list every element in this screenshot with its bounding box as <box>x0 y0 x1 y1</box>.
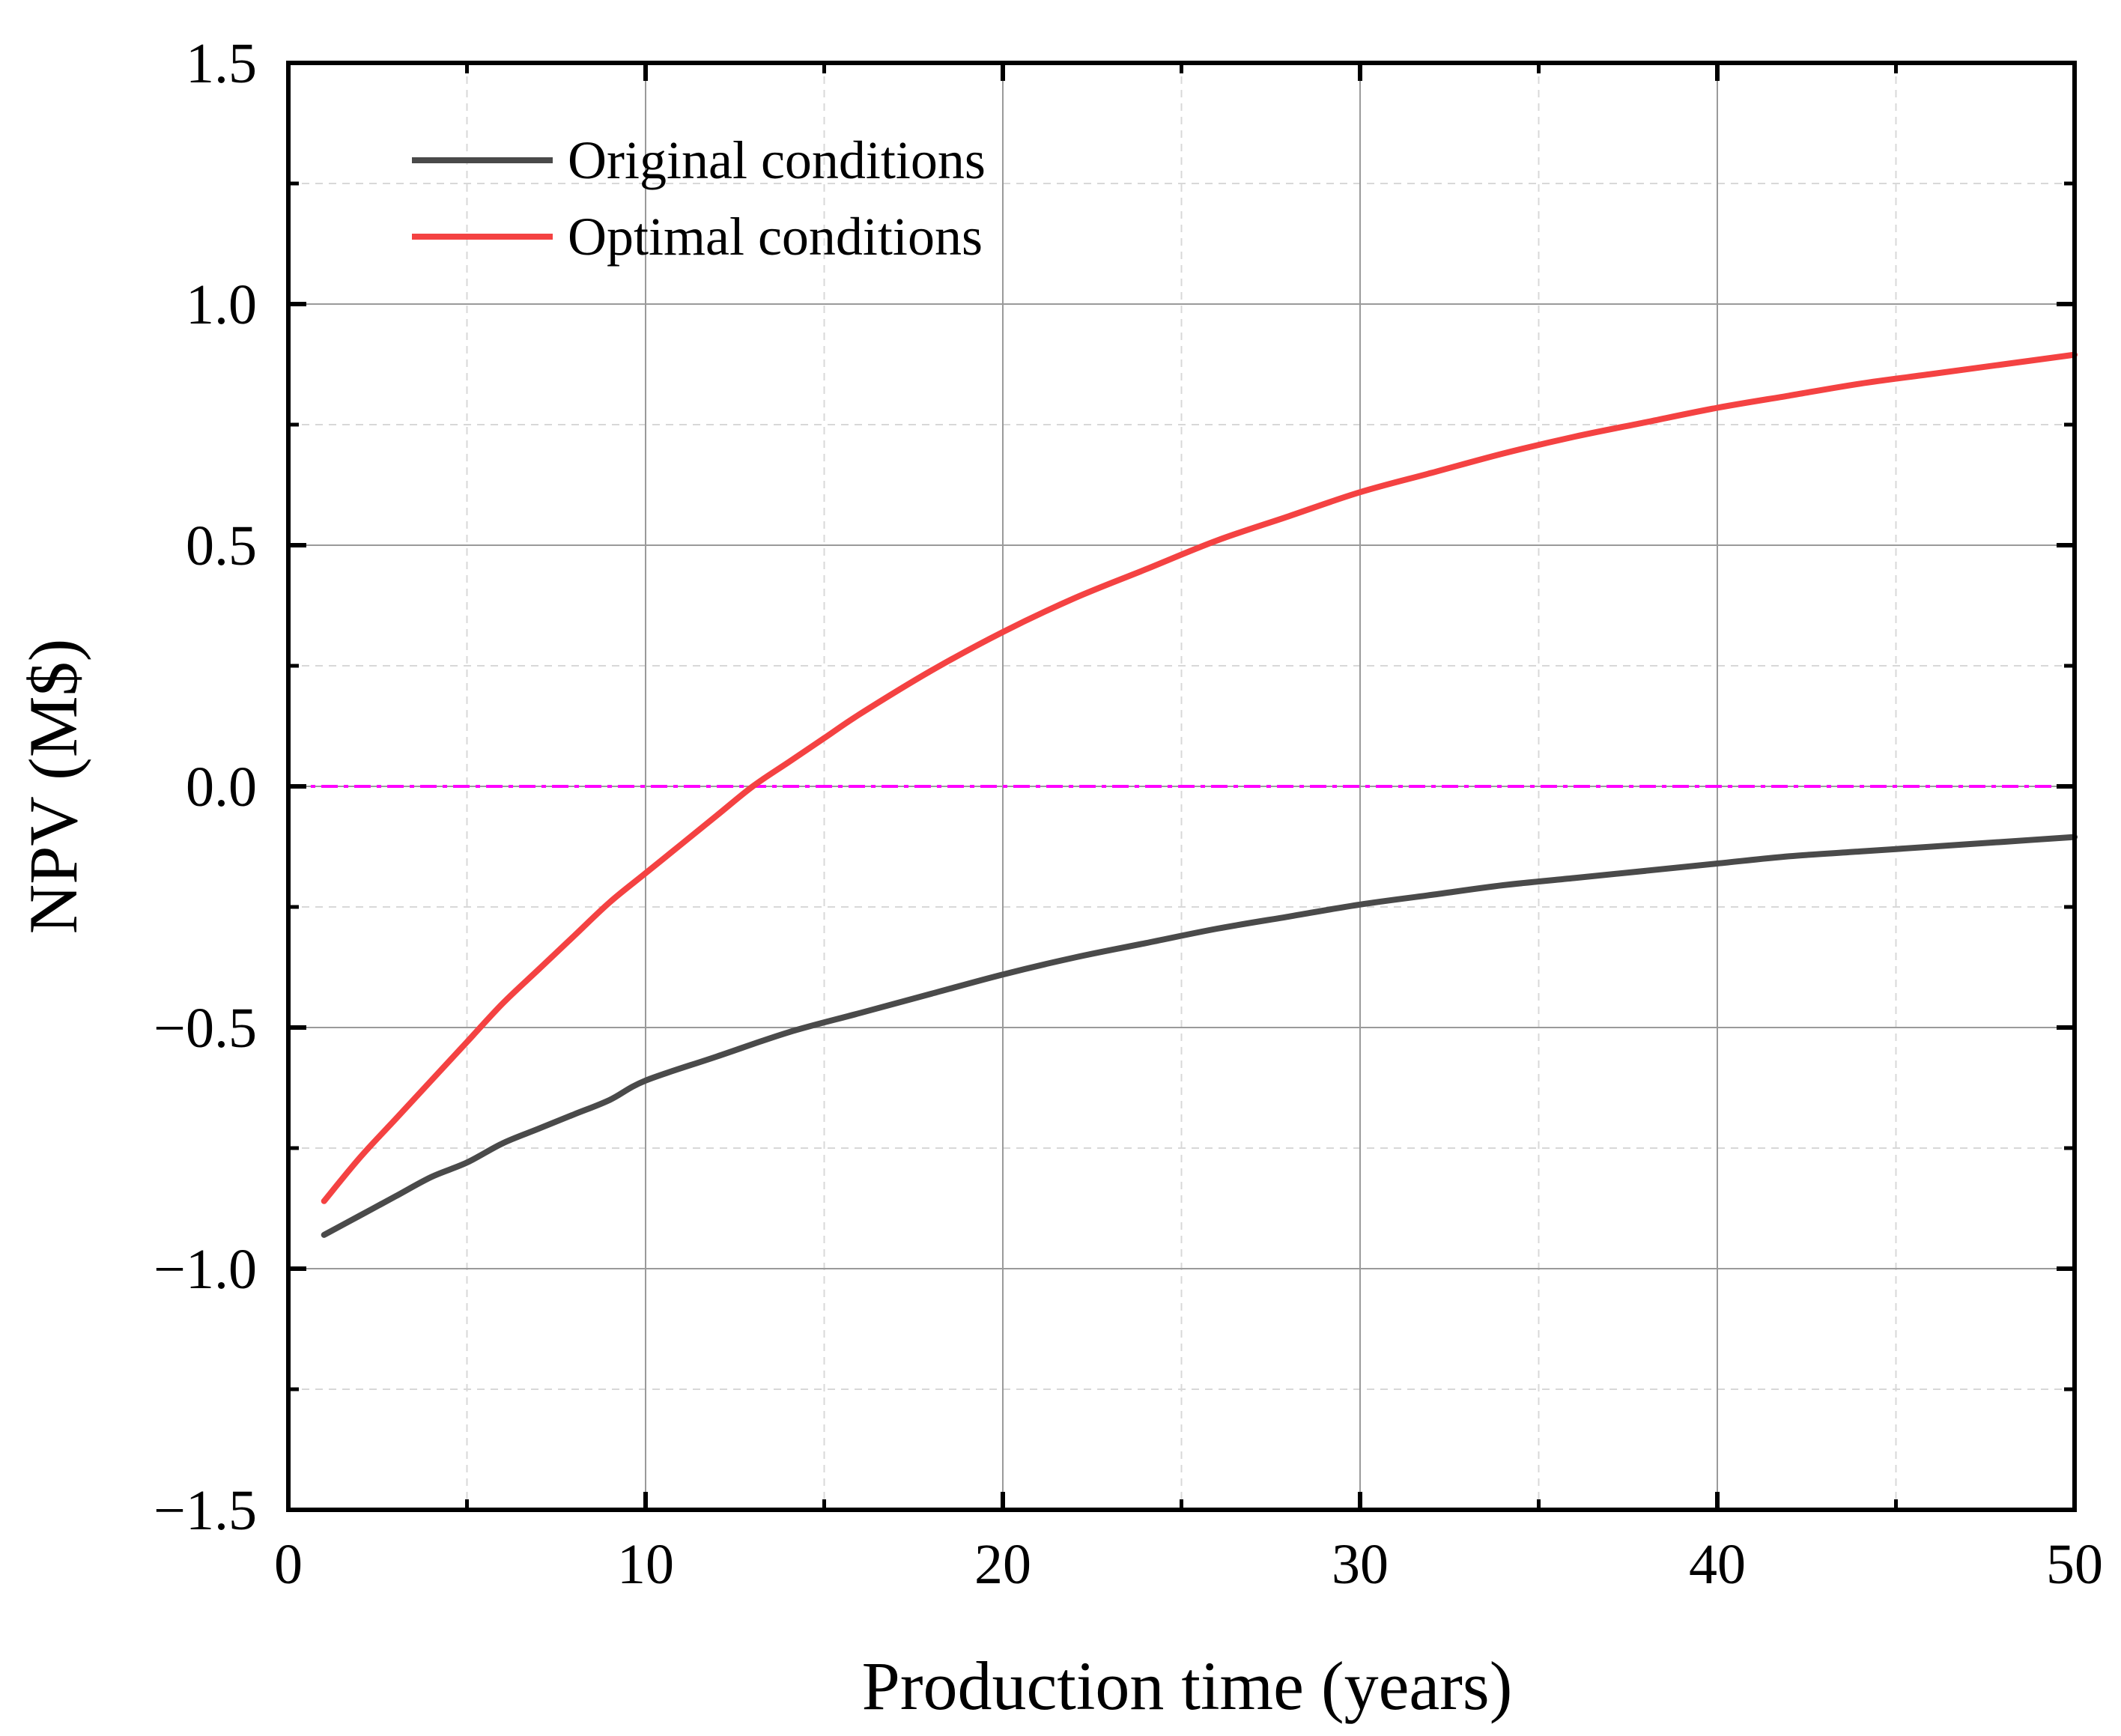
series-line-optimal-conditions <box>321 351 2078 1204</box>
x-tick-label: 50 <box>2046 1533 2103 1596</box>
y-tick-label: 0.0 <box>186 756 257 819</box>
x-tick-label: 0 <box>274 1533 303 1596</box>
y-tick-label: 1.5 <box>186 32 257 95</box>
series-lines <box>321 351 2078 1238</box>
axis-ticks <box>286 61 2077 1512</box>
x-tick-label: 10 <box>617 1533 674 1596</box>
legend-label-original-conditions: Original conditions <box>568 130 986 190</box>
x-tick-labels: 0 10 20 30 40 50 <box>274 1533 2103 1596</box>
y-tick-label: −1.0 <box>154 1238 257 1301</box>
series-line-original-conditions <box>321 834 2078 1238</box>
y-tick-label: −0.5 <box>154 997 257 1060</box>
x-tick-label: 30 <box>1332 1533 1389 1596</box>
y-tick-labels: −1.5 −1.0 −0.5 0.0 0.5 1.0 1.5 <box>154 32 257 1542</box>
x-tick-label: 20 <box>974 1533 1031 1596</box>
y-tick-label: −1.5 <box>154 1479 257 1542</box>
y-axis-title: NPV (M$) <box>15 639 91 934</box>
legend: Original conditions Optimal conditions <box>412 130 986 267</box>
x-axis-title: Production time (years) <box>862 1648 1513 1724</box>
x-tick-label: 40 <box>1689 1533 1746 1596</box>
y-tick-label: 0.5 <box>186 515 257 577</box>
legend-label-optimal-conditions: Optimal conditions <box>568 207 983 267</box>
y-tick-label: 1.0 <box>186 273 257 336</box>
